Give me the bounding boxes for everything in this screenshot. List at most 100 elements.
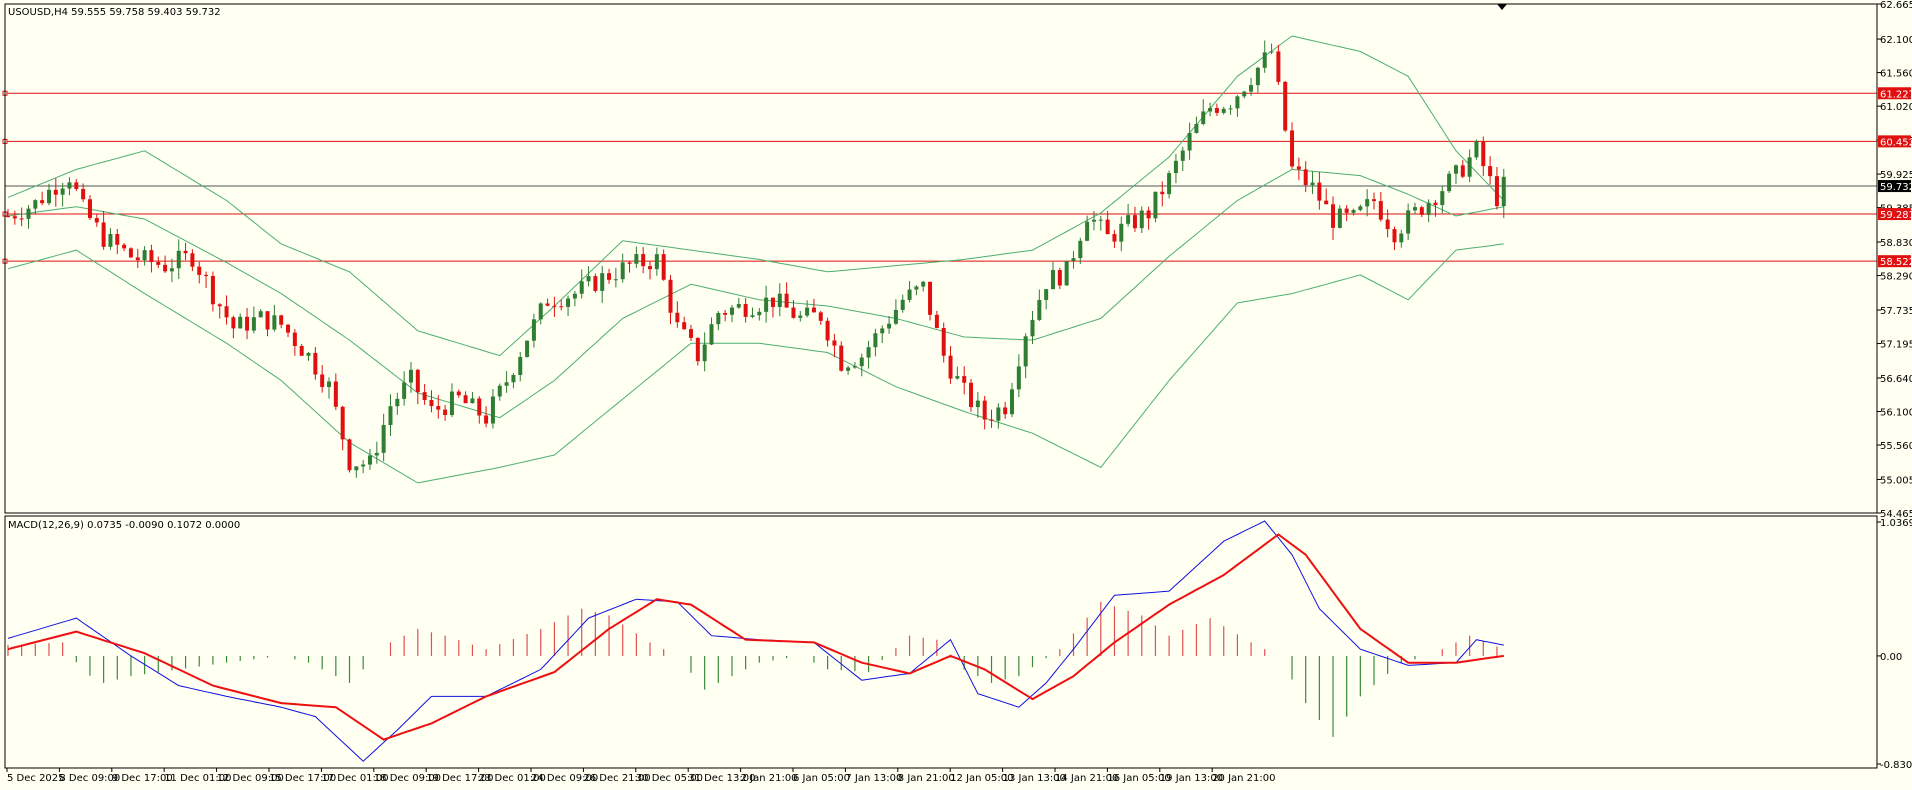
- candle-bear[interactable]: [811, 307, 816, 313]
- candle-bull[interactable]: [757, 311, 762, 316]
- candle-bull[interactable]: [921, 281, 926, 287]
- candle-bull[interactable]: [381, 424, 386, 453]
- candle-bull[interactable]: [866, 347, 871, 358]
- candle-bear[interactable]: [1146, 210, 1151, 219]
- candle-bear[interactable]: [1003, 407, 1008, 415]
- candle-bear[interactable]: [1303, 169, 1308, 185]
- candle-bull[interactable]: [525, 340, 530, 357]
- candle-bear[interactable]: [6, 215, 10, 217]
- candle-bear[interactable]: [941, 327, 946, 356]
- candle-bull[interactable]: [634, 254, 639, 264]
- candle-bear[interactable]: [825, 320, 830, 341]
- candle-bear[interactable]: [422, 392, 427, 400]
- candle-bull[interactable]: [1126, 215, 1131, 224]
- shift-marker-icon[interactable]: [1497, 4, 1507, 10]
- candle-bull[interactable]: [367, 455, 372, 465]
- candle-bear[interactable]: [19, 218, 24, 220]
- candle-bull[interactable]: [1023, 336, 1028, 367]
- candle-bear[interactable]: [190, 253, 195, 267]
- candle-bear[interactable]: [1317, 182, 1322, 201]
- candle-bear[interactable]: [1331, 204, 1336, 228]
- candle-bear[interactable]: [94, 218, 99, 223]
- candle-bear[interactable]: [743, 304, 748, 317]
- candle-bear[interactable]: [1214, 108, 1219, 113]
- candle-bear[interactable]: [1324, 200, 1329, 205]
- candle-bull[interactable]: [1453, 165, 1458, 174]
- candle-bull[interactable]: [702, 344, 707, 362]
- candle-bull[interactable]: [1091, 219, 1096, 222]
- candle-bull[interactable]: [805, 307, 810, 316]
- candle-bull[interactable]: [1440, 191, 1445, 206]
- candle-bull[interactable]: [777, 293, 782, 308]
- candle-bear[interactable]: [279, 315, 284, 325]
- candle-bear[interactable]: [87, 199, 92, 219]
- candle-bull[interactable]: [306, 352, 311, 356]
- candle-bear[interactable]: [443, 409, 448, 416]
- candle-bear[interactable]: [1378, 201, 1383, 220]
- candle-bull[interactable]: [729, 307, 734, 315]
- candle-bull[interactable]: [873, 333, 878, 348]
- candle-bull[interactable]: [798, 315, 803, 318]
- candle-bull[interactable]: [388, 406, 393, 425]
- candle-bull[interactable]: [258, 311, 263, 318]
- candle-bull[interactable]: [538, 303, 543, 320]
- candle-bear[interactable]: [545, 303, 550, 306]
- candle-bear[interactable]: [839, 345, 844, 371]
- candle-bear[interactable]: [648, 266, 653, 270]
- candle-bull[interactable]: [1310, 182, 1315, 185]
- candle-bear[interactable]: [429, 399, 434, 407]
- price-panel[interactable]: [2, 35, 1877, 484]
- candle-bull[interactable]: [880, 328, 885, 334]
- candle-bull[interactable]: [1406, 210, 1411, 234]
- candle-bear[interactable]: [231, 317, 236, 329]
- candle-bull[interactable]: [1139, 210, 1144, 229]
- candle-bear[interactable]: [340, 406, 345, 440]
- candle-bear[interactable]: [313, 352, 318, 375]
- candle-bear[interactable]: [81, 188, 86, 200]
- candle-bear[interactable]: [661, 254, 666, 280]
- candle-bull[interactable]: [709, 324, 714, 345]
- candle-bull[interactable]: [251, 317, 256, 331]
- candle-bear[interactable]: [982, 400, 987, 420]
- candle-bear[interactable]: [204, 274, 209, 277]
- candle-bear[interactable]: [333, 381, 338, 407]
- candle-bear[interactable]: [463, 395, 468, 404]
- candle-bull[interactable]: [1085, 221, 1090, 241]
- candle-bear[interactable]: [217, 304, 222, 307]
- candle-bull[interactable]: [887, 323, 892, 329]
- candle-bull[interactable]: [1474, 141, 1479, 158]
- candle-bull[interactable]: [46, 189, 51, 204]
- candle-bull[interactable]: [1255, 67, 1260, 86]
- candle-bull[interactable]: [33, 200, 38, 209]
- candle-bull[interactable]: [511, 375, 516, 383]
- candle-bear[interactable]: [723, 313, 728, 315]
- candle-bear[interactable]: [641, 254, 646, 267]
- candle-bull[interactable]: [395, 398, 400, 407]
- candle-bear[interactable]: [695, 337, 700, 362]
- candle-bull[interactable]: [449, 391, 454, 416]
- candle-bull[interactable]: [169, 268, 174, 272]
- candle-bear[interactable]: [299, 345, 304, 356]
- candle-bear[interactable]: [934, 314, 939, 328]
- candle-bull[interactable]: [1064, 261, 1069, 286]
- candle-bear[interactable]: [818, 312, 823, 321]
- candle-bull[interactable]: [1194, 123, 1199, 133]
- candle-bull[interactable]: [1044, 289, 1049, 300]
- candle-bull[interactable]: [1016, 366, 1021, 390]
- candle-bull[interactable]: [1050, 270, 1055, 290]
- candle-bull[interactable]: [1167, 173, 1172, 195]
- candle-bull[interactable]: [572, 293, 577, 299]
- candle-bear[interactable]: [156, 262, 161, 265]
- candle-bull[interactable]: [654, 254, 659, 270]
- candle-bear[interactable]: [1296, 166, 1301, 170]
- candle-bull[interactable]: [955, 376, 960, 379]
- candle-bear[interactable]: [477, 398, 482, 416]
- candle-bear[interactable]: [832, 340, 837, 346]
- candle-bear[interactable]: [784, 293, 789, 308]
- candle-bear[interactable]: [1276, 51, 1281, 82]
- candle-bull[interactable]: [764, 297, 769, 312]
- candle-bear[interactable]: [1283, 81, 1288, 131]
- candle-bull[interactable]: [1153, 191, 1158, 219]
- candle-bear[interactable]: [484, 415, 489, 424]
- candle-bull[interactable]: [852, 366, 857, 368]
